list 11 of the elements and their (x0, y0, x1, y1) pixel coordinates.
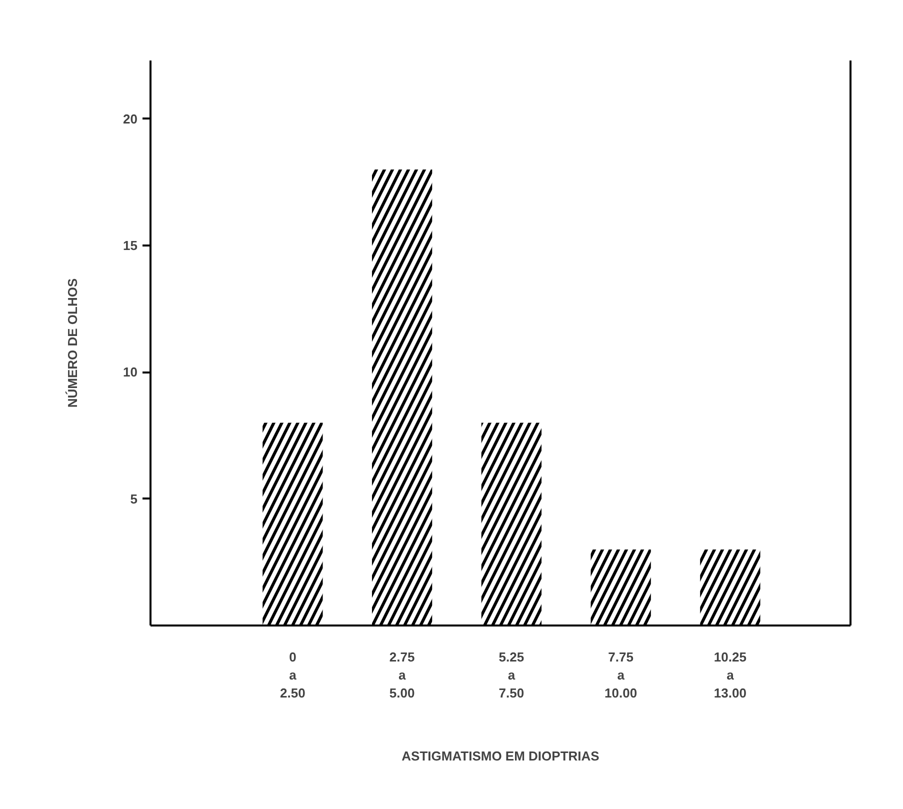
x-tick-label: 0 a 2.50 (280, 650, 306, 700)
x-tick-label: 2.75 a 5.00 (389, 650, 415, 700)
y-axis-title: NÚMERO DE OLHOS (65, 278, 80, 408)
x-tick-label: 10.25 a 13.00 (714, 650, 746, 700)
x-tick-label: 5.25 a 7.50 (498, 650, 524, 700)
y-tick-label: 10 (123, 364, 138, 380)
x-tick-label: 7.75 a 10.00 (604, 650, 638, 700)
y-tick-label: 15 (123, 238, 138, 253)
y-tick-label: 5 (130, 491, 138, 506)
y-tick-label: 20 (123, 111, 138, 126)
x-axis-title: ASTIGMATISMO EM DIOPTRIAS (402, 748, 600, 764)
